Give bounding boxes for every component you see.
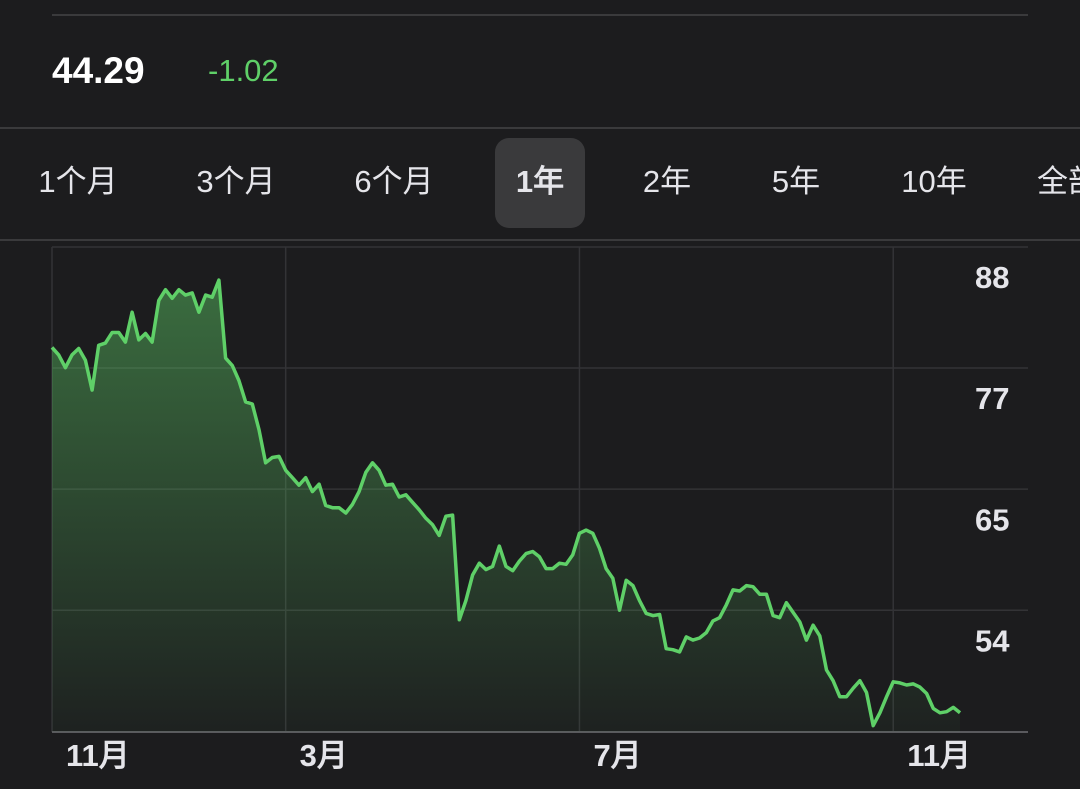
y-tick-label: 88 bbox=[975, 260, 1009, 295]
y-tick-label: 77 bbox=[975, 381, 1009, 416]
y-tick-label: 54 bbox=[975, 623, 1010, 658]
x-tick-label: 11月 bbox=[66, 738, 130, 773]
range-tab[interactable]: 全部 bbox=[1037, 164, 1080, 199]
selected-tab-bg bbox=[495, 138, 585, 228]
x-tick-label: 7月 bbox=[593, 738, 641, 773]
x-tick-label: 11月 bbox=[907, 738, 971, 773]
y-tick-label: 65 bbox=[975, 502, 1009, 537]
range-tab[interactable]: 2年 bbox=[643, 164, 691, 199]
range-tab[interactable]: 1年 bbox=[516, 164, 564, 199]
chart: 88 77 65 54 11月 3月 7月 11月 bbox=[50, 246, 1028, 773]
range-tab[interactable]: 6个月 bbox=[354, 164, 433, 199]
area-fill bbox=[52, 280, 960, 732]
x-tick-label: 3月 bbox=[300, 738, 348, 773]
range-tabs: 1个月 3个月 6个月 1年 2年 5年 10年 全部 bbox=[38, 138, 1080, 228]
range-tab[interactable]: 1个月 bbox=[38, 164, 117, 199]
price-change: -1.02 bbox=[208, 53, 279, 88]
price-line bbox=[50, 278, 962, 728]
price: 44.29 bbox=[52, 50, 145, 91]
range-tab[interactable]: 3个月 bbox=[196, 164, 275, 199]
range-tab[interactable]: 5年 bbox=[772, 164, 820, 199]
range-tab[interactable]: 10年 bbox=[901, 164, 966, 199]
